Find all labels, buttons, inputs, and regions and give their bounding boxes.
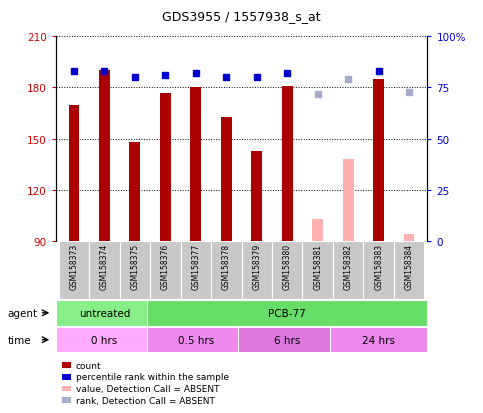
Bar bbox=[160, 93, 170, 242]
Bar bbox=[404, 235, 414, 242]
Bar bbox=[282, 87, 293, 242]
Bar bbox=[190, 88, 201, 242]
Bar bbox=[242, 242, 272, 299]
Bar bbox=[69, 105, 79, 242]
Text: 24 hrs: 24 hrs bbox=[362, 335, 395, 345]
Bar bbox=[221, 117, 231, 242]
Bar bbox=[99, 71, 110, 242]
Text: GSM158378: GSM158378 bbox=[222, 243, 231, 290]
Bar bbox=[211, 242, 242, 299]
Text: GSM158380: GSM158380 bbox=[283, 243, 292, 290]
Bar bbox=[58, 242, 89, 299]
Bar bbox=[56, 300, 153, 326]
Text: GSM158384: GSM158384 bbox=[405, 243, 413, 290]
Text: untreated: untreated bbox=[79, 308, 130, 318]
Bar bbox=[252, 151, 262, 242]
Bar bbox=[272, 242, 302, 299]
Text: percentile rank within the sample: percentile rank within the sample bbox=[76, 373, 229, 382]
Bar bbox=[313, 219, 323, 242]
Text: GSM158375: GSM158375 bbox=[130, 243, 139, 290]
Bar bbox=[302, 242, 333, 299]
Text: rank, Detection Call = ABSENT: rank, Detection Call = ABSENT bbox=[76, 396, 215, 405]
Bar bbox=[129, 143, 140, 242]
Bar bbox=[330, 327, 427, 353]
Text: GDS3955 / 1557938_s_at: GDS3955 / 1557938_s_at bbox=[162, 10, 321, 23]
Text: GSM158377: GSM158377 bbox=[191, 243, 200, 290]
Text: GSM158379: GSM158379 bbox=[252, 243, 261, 290]
Text: 6 hrs: 6 hrs bbox=[274, 335, 300, 345]
Bar bbox=[333, 242, 363, 299]
Bar bbox=[62, 397, 71, 403]
Bar bbox=[147, 327, 244, 353]
Bar bbox=[62, 363, 71, 368]
Text: GSM158374: GSM158374 bbox=[100, 243, 109, 290]
Bar bbox=[150, 242, 181, 299]
Text: agent: agent bbox=[7, 308, 37, 318]
Bar bbox=[373, 80, 384, 242]
Text: 0 hrs: 0 hrs bbox=[91, 335, 117, 345]
Bar bbox=[120, 242, 150, 299]
Bar bbox=[62, 374, 71, 380]
Text: GSM158383: GSM158383 bbox=[374, 243, 383, 290]
Bar bbox=[89, 242, 120, 299]
Text: 0.5 hrs: 0.5 hrs bbox=[178, 335, 214, 345]
Text: PCB-77: PCB-77 bbox=[269, 308, 306, 318]
Bar bbox=[343, 160, 354, 242]
Text: GSM158376: GSM158376 bbox=[161, 243, 170, 290]
Bar bbox=[181, 242, 211, 299]
Bar bbox=[239, 327, 336, 353]
Bar bbox=[56, 327, 153, 353]
Text: GSM158381: GSM158381 bbox=[313, 243, 322, 289]
Bar bbox=[62, 386, 71, 392]
Text: GSM158382: GSM158382 bbox=[344, 243, 353, 289]
Bar bbox=[147, 300, 427, 326]
Text: GSM158373: GSM158373 bbox=[70, 243, 78, 290]
Bar bbox=[394, 242, 425, 299]
Text: value, Detection Call = ABSENT: value, Detection Call = ABSENT bbox=[76, 384, 219, 393]
Bar bbox=[363, 242, 394, 299]
Text: time: time bbox=[7, 335, 31, 345]
Text: count: count bbox=[76, 361, 101, 370]
